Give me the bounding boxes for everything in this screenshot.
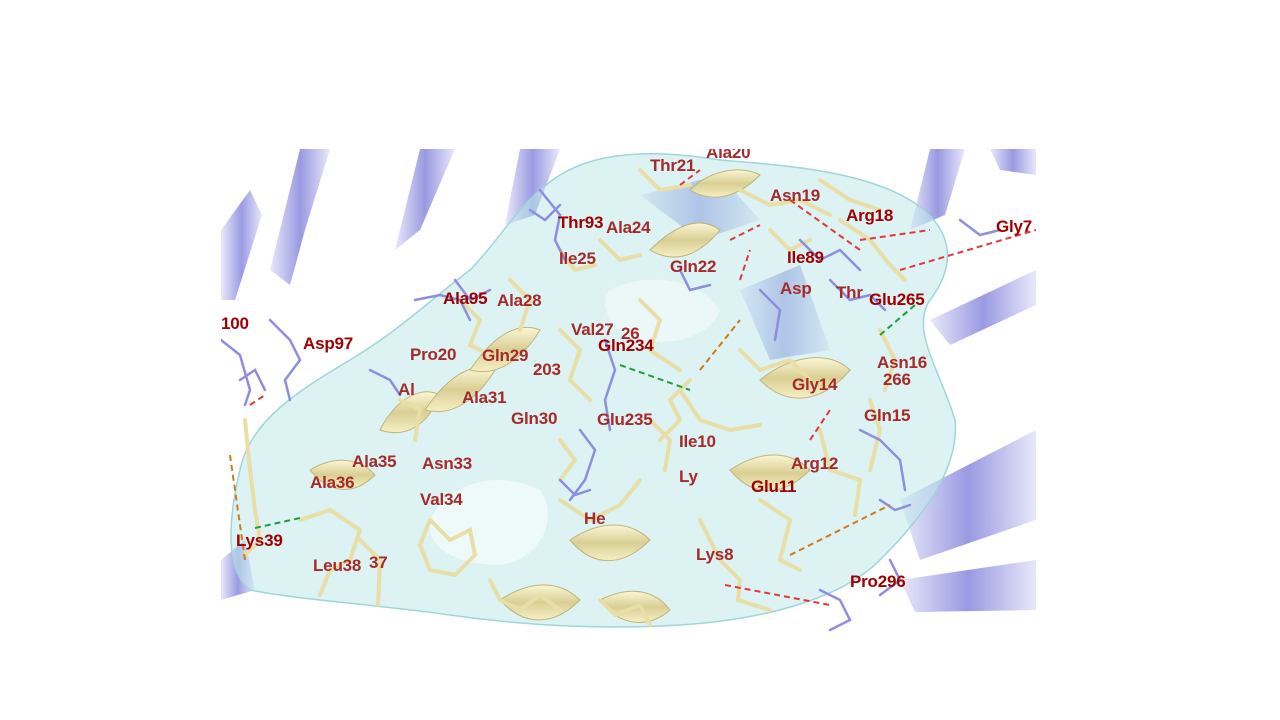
residue-label: Thr93 <box>558 213 604 232</box>
ribbon-strand <box>270 149 330 285</box>
residue-label: 26 <box>621 324 640 343</box>
residue-label: Glu11 <box>751 477 797 496</box>
residue-label: Thr <box>836 283 863 302</box>
residue-label: Pro20 <box>410 345 457 364</box>
residue-label: Arg18 <box>846 206 894 225</box>
residue-label: Ala20 <box>706 149 751 162</box>
residue-label: 203 <box>533 360 561 379</box>
residue-label: Val34 <box>420 490 463 509</box>
residue-label: Lys8 <box>696 545 734 564</box>
molecular-scene <box>221 149 1036 632</box>
residue-label: Al <box>398 380 415 399</box>
residue-label: Asn19 <box>770 186 821 205</box>
ribbon-strand <box>900 430 1036 560</box>
surface-inner-hole <box>429 480 548 565</box>
residue-label: Arg12 <box>791 454 839 473</box>
residue-label: 100 <box>221 314 249 333</box>
residue-label: Val27 <box>571 320 614 339</box>
ribbon-strand <box>900 560 1036 612</box>
residue-label: Asn33 <box>422 454 473 473</box>
residue-label: Gln29 <box>482 346 529 365</box>
protein-sticks <box>221 188 1002 632</box>
residue-label: Ala24 <box>606 218 651 237</box>
ribbon-strand <box>930 270 1036 345</box>
residue-label: Asn16 <box>877 353 928 372</box>
residue-label: Gln30 <box>511 409 558 428</box>
residue-label: Ile10 <box>679 432 716 451</box>
residue-label: Ala95 <box>443 289 488 308</box>
residue-label: Ala35 <box>352 452 397 471</box>
residue-label: Ala36 <box>310 473 355 492</box>
molecular-viewer[interactable]: Ala20 Thr21 Asn19 Arg18 Gly7 Thr93 Ala24… <box>221 149 1036 637</box>
residue-label: Gln234 <box>598 336 654 355</box>
ligand-sticks <box>243 168 907 627</box>
residue-label: Ly <box>679 467 698 486</box>
residue-label: Asp97 <box>303 334 354 353</box>
residue-label: Asp <box>780 279 812 298</box>
residue-label: Ile89 <box>787 248 824 267</box>
residue-label: Glu265 <box>869 290 925 309</box>
residue-label: Ala31 <box>462 388 507 407</box>
residue-label: 37 <box>369 553 388 572</box>
residue-label: Ala28 <box>497 291 542 310</box>
residue-label: Gln15 <box>864 406 911 425</box>
residue-label: Ile25 <box>559 249 596 268</box>
residue-label: He <box>584 509 606 528</box>
residue-label: Thr21 <box>650 156 696 175</box>
residue-label: Lys39 <box>236 531 283 550</box>
residue-label: Leu38 <box>313 556 362 575</box>
residue-label: Gly14 <box>792 375 838 394</box>
residue-label: Glu235 <box>597 410 653 429</box>
residue-label: Pro296 <box>850 572 906 591</box>
ribbon-strand <box>505 149 560 225</box>
residue-label: 266 <box>883 370 911 389</box>
ribbon-strand <box>395 149 455 250</box>
residue-label: Gln22 <box>670 257 717 276</box>
ribbon-strand <box>221 190 262 300</box>
surface-inner-hole <box>605 279 720 342</box>
residue-label: Gly7 <box>996 217 1033 236</box>
hydrogen-bonds <box>229 169 1036 606</box>
ribbon-strand <box>990 149 1036 175</box>
